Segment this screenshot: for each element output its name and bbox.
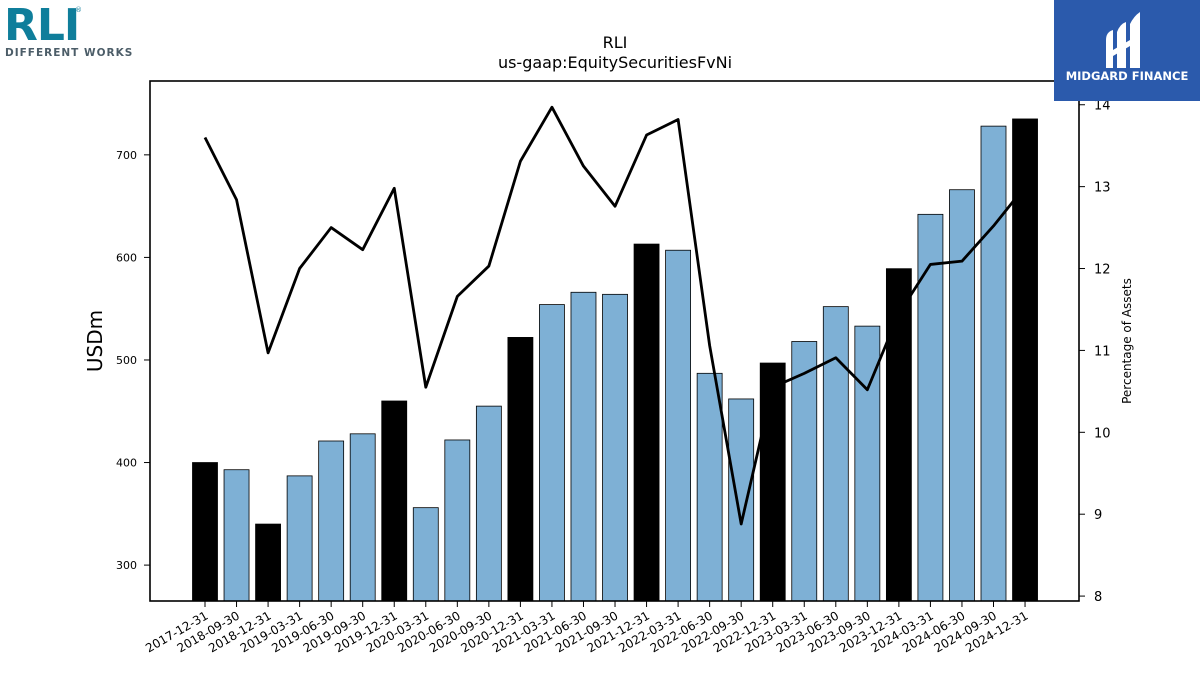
y2-tick-label: 8	[1094, 590, 1102, 605]
midgard-finance-logo: MIDGARD FINANCE	[1054, 0, 1200, 101]
bar	[696, 372, 723, 602]
y2-tick-label: 9	[1094, 508, 1102, 523]
bar	[1012, 118, 1038, 602]
y2-tick-label: 14	[1094, 99, 1111, 114]
chart-subtitle: us-gaap:EquitySecuritiesFvNi	[498, 53, 732, 72]
midgard-emblem-icon	[1106, 12, 1140, 68]
bar	[728, 398, 755, 602]
bar	[885, 268, 912, 602]
y2-tick-label: 12	[1094, 263, 1111, 278]
bar	[444, 439, 471, 602]
line-path	[203, 105, 1027, 526]
bar	[917, 213, 944, 602]
y-axis-ticks: 300 400 500 600 700	[116, 149, 150, 572]
y-tick-label: 600	[116, 251, 137, 264]
bar	[980, 125, 1007, 602]
rli-logo-wordmark: RLI	[4, 0, 80, 51]
bar	[475, 405, 502, 602]
bar	[822, 306, 849, 602]
y-axis-label: USDm	[83, 310, 107, 372]
line-series	[203, 105, 1027, 526]
bar	[570, 291, 597, 602]
y2-axis-ticks: 8 9 10 11 12 13 14	[1079, 99, 1111, 605]
y-tick-label: 400	[116, 457, 137, 470]
bar	[223, 469, 250, 602]
bar	[349, 433, 376, 602]
rli-tagline: DIFFERENT WORKS	[5, 47, 134, 59]
y2-tick-label: 13	[1094, 181, 1111, 196]
rli-logo: RLI ® DIFFERENT WORKS	[4, 0, 144, 64]
bars	[192, 118, 1038, 602]
bar	[507, 337, 534, 602]
registered-mark-icon: ®	[75, 6, 82, 14]
bar	[286, 475, 313, 602]
bar	[791, 341, 818, 602]
y-tick-label: 700	[116, 149, 137, 162]
y-tick-label: 300	[116, 559, 137, 572]
bar	[318, 440, 345, 602]
midgard-finance-text: MIDGARD FINANCE	[1065, 69, 1189, 83]
chart-title: RLI	[603, 33, 628, 52]
bar	[381, 400, 408, 602]
y2-tick-label: 10	[1094, 426, 1111, 441]
y2-tick-label: 11	[1094, 344, 1111, 359]
bar	[633, 243, 660, 602]
x-axis-ticks: 2017-12-312018-09-302018-12-312019-03-31…	[143, 601, 1031, 655]
bar	[255, 523, 281, 602]
y2-axis-label: Percentage of Assets	[1120, 278, 1134, 404]
bar	[412, 507, 439, 602]
bar	[759, 362, 786, 602]
bar	[192, 462, 218, 602]
bar	[602, 293, 628, 602]
y-tick-label: 500	[116, 354, 137, 367]
bar	[539, 304, 565, 602]
plot-frame	[149, 80, 1080, 602]
bar	[665, 249, 691, 602]
